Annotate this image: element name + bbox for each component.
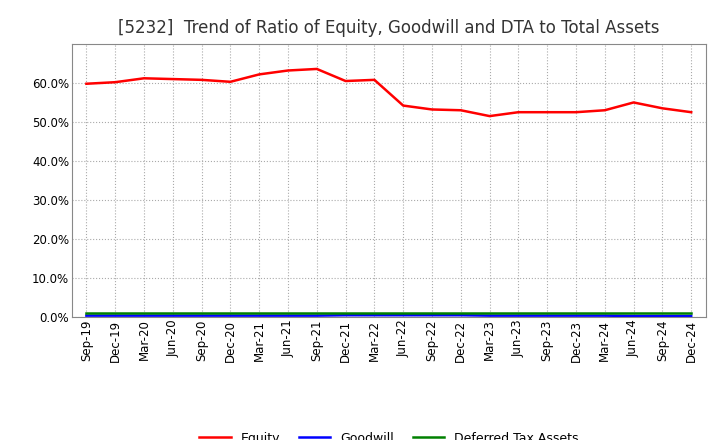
Equity bbox=[226, 79, 235, 84]
Deferred Tax Assets bbox=[428, 310, 436, 315]
Goodwill bbox=[370, 312, 379, 318]
Equity bbox=[197, 77, 206, 82]
Equity bbox=[456, 108, 465, 113]
Line: Equity: Equity bbox=[86, 69, 691, 116]
Goodwill bbox=[514, 313, 523, 318]
Equity bbox=[341, 78, 350, 84]
Equity bbox=[543, 110, 552, 115]
Deferred Tax Assets bbox=[226, 310, 235, 315]
Deferred Tax Assets bbox=[485, 310, 494, 315]
Goodwill bbox=[485, 313, 494, 318]
Goodwill bbox=[543, 313, 552, 318]
Title: [5232]  Trend of Ratio of Equity, Goodwill and DTA to Total Assets: [5232] Trend of Ratio of Equity, Goodwil… bbox=[118, 19, 660, 37]
Equity bbox=[168, 77, 177, 82]
Deferred Tax Assets bbox=[197, 310, 206, 315]
Deferred Tax Assets bbox=[629, 310, 638, 315]
Goodwill bbox=[226, 313, 235, 318]
Deferred Tax Assets bbox=[312, 310, 321, 315]
Equity bbox=[140, 76, 148, 81]
Equity bbox=[572, 110, 580, 115]
Deferred Tax Assets bbox=[543, 310, 552, 315]
Deferred Tax Assets bbox=[111, 310, 120, 315]
Deferred Tax Assets bbox=[600, 310, 609, 315]
Equity bbox=[82, 81, 91, 86]
Goodwill bbox=[197, 313, 206, 318]
Equity bbox=[284, 68, 292, 73]
Equity bbox=[658, 106, 667, 111]
Equity bbox=[370, 77, 379, 82]
Equity bbox=[600, 108, 609, 113]
Goodwill bbox=[111, 313, 120, 318]
Goodwill bbox=[687, 313, 696, 319]
Equity bbox=[255, 72, 264, 77]
Goodwill bbox=[312, 313, 321, 318]
Goodwill bbox=[82, 313, 91, 318]
Deferred Tax Assets bbox=[341, 310, 350, 315]
Deferred Tax Assets bbox=[255, 310, 264, 315]
Goodwill bbox=[341, 312, 350, 318]
Deferred Tax Assets bbox=[82, 310, 91, 315]
Goodwill bbox=[658, 313, 667, 319]
Deferred Tax Assets bbox=[514, 310, 523, 315]
Goodwill bbox=[629, 313, 638, 319]
Deferred Tax Assets bbox=[658, 310, 667, 315]
Equity bbox=[399, 103, 408, 108]
Line: Goodwill: Goodwill bbox=[86, 315, 691, 316]
Goodwill bbox=[399, 312, 408, 318]
Goodwill bbox=[572, 313, 580, 318]
Deferred Tax Assets bbox=[399, 310, 408, 315]
Deferred Tax Assets bbox=[370, 310, 379, 315]
Equity bbox=[687, 110, 696, 115]
Equity bbox=[629, 100, 638, 105]
Deferred Tax Assets bbox=[168, 310, 177, 315]
Equity bbox=[485, 114, 494, 119]
Legend: Equity, Goodwill, Deferred Tax Assets: Equity, Goodwill, Deferred Tax Assets bbox=[194, 427, 583, 440]
Goodwill bbox=[456, 312, 465, 318]
Equity bbox=[428, 107, 436, 112]
Equity bbox=[514, 110, 523, 115]
Goodwill bbox=[600, 313, 609, 318]
Goodwill bbox=[140, 313, 148, 318]
Equity bbox=[312, 66, 321, 72]
Deferred Tax Assets bbox=[687, 310, 696, 315]
Equity bbox=[111, 80, 120, 85]
Goodwill bbox=[255, 313, 264, 318]
Deferred Tax Assets bbox=[572, 310, 580, 315]
Goodwill bbox=[284, 313, 292, 318]
Goodwill bbox=[428, 312, 436, 318]
Deferred Tax Assets bbox=[140, 310, 148, 315]
Goodwill bbox=[168, 313, 177, 318]
Deferred Tax Assets bbox=[456, 310, 465, 315]
Deferred Tax Assets bbox=[284, 310, 292, 315]
